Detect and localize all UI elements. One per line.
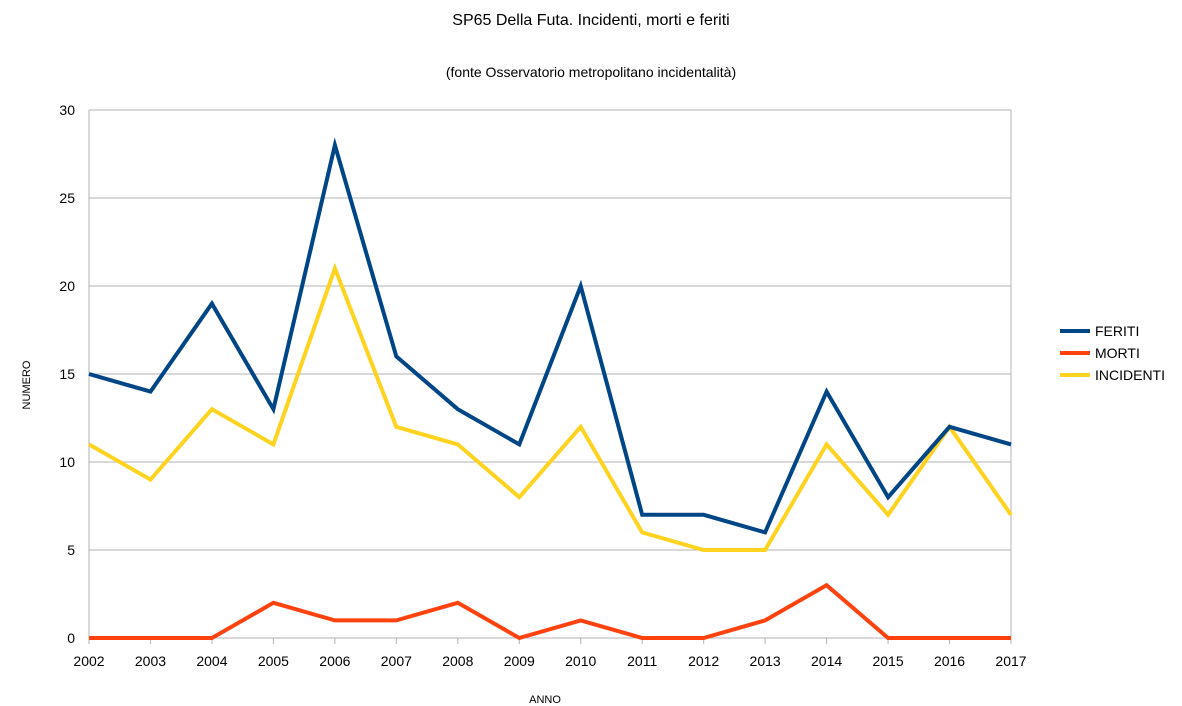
x-tick-label: 2005 — [258, 653, 289, 669]
legend-label-feriti: FERITI — [1095, 323, 1139, 339]
legend-label-incidenti: INCIDENTI — [1095, 367, 1165, 383]
y-axis-label: NUMERO — [21, 360, 33, 409]
series-line-feriti — [88, 137, 1012, 535]
y-tick-label: 30 — [59, 102, 75, 118]
y-tick-label: 15 — [59, 366, 75, 382]
x-tick-label: 2008 — [442, 653, 473, 669]
y-tick-label: 10 — [59, 454, 75, 470]
y-tick-label: 0 — [67, 630, 75, 646]
x-axis-ticks: 2002 2003 2004 2005 2006 2007 2008 2009 2010 2011… — [73, 638, 1027, 669]
x-tick-label: 2017 — [995, 653, 1026, 669]
x-tick-label: 2007 — [381, 653, 412, 669]
x-tick-label: 2014 — [811, 653, 842, 669]
series-line-incidenti — [88, 262, 1013, 552]
chart-title: SP65 Della Futa. Incidenti, morti e feri… — [452, 12, 729, 29]
x-tick-label: 2012 — [688, 653, 719, 669]
grid-lines — [88, 109, 1012, 639]
series-lines — [88, 137, 1013, 641]
chart-subtitle: (fonte Osservatorio metropolitano incide… — [446, 64, 736, 80]
x-tick-label: 2002 — [73, 653, 104, 669]
x-tick-label: 2009 — [504, 653, 535, 669]
x-tick-label: 2011 — [627, 653, 657, 669]
legend-label-morti: MORTI — [1095, 345, 1140, 361]
x-tick-label: 2010 — [565, 653, 596, 669]
legend: FERITI MORTI INCIDENTI — [1060, 323, 1165, 383]
series-line-morti — [89, 582, 1011, 641]
x-tick-label: 2015 — [872, 653, 903, 669]
y-tick-label: 5 — [67, 542, 75, 558]
x-tick-label: 2016 — [934, 653, 965, 669]
y-tick-label: 20 — [59, 278, 75, 294]
y-axis-ticks: 0 5 10 15 20 25 30 — [59, 102, 75, 646]
y-tick-label: 25 — [59, 190, 75, 206]
x-axis-label: ANNO — [529, 694, 561, 706]
x-tick-label: 2004 — [196, 653, 227, 669]
x-tick-label: 2003 — [135, 653, 166, 669]
x-tick-label: 2013 — [750, 653, 781, 669]
x-tick-label: 2006 — [319, 653, 350, 669]
